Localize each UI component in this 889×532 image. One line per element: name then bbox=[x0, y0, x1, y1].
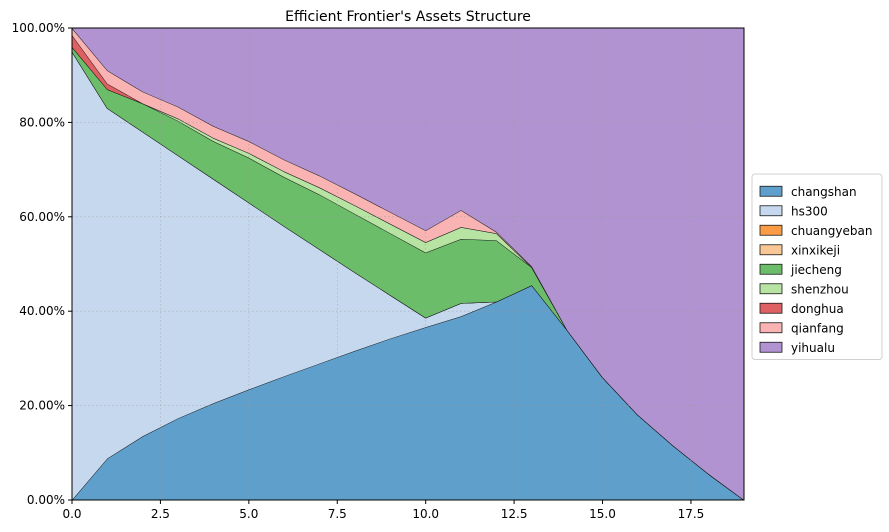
legend-swatch-xinxikeji bbox=[759, 244, 783, 256]
legend-swatch-chuangyeban bbox=[759, 224, 783, 236]
legend: changshan hs300 chuangyeban xinxikeji jieche… bbox=[751, 173, 883, 360]
legend-label-changshan: changshan bbox=[791, 185, 857, 199]
area-series-hs300 bbox=[72, 51, 744, 500]
legend-label-donghua: donghua bbox=[791, 302, 844, 316]
legend-label-hs300: hs300 bbox=[791, 204, 828, 218]
legend-swatch-changshan bbox=[759, 185, 783, 197]
legend-label-jiecheng: jiecheng bbox=[790, 263, 842, 277]
area-series-yihualu bbox=[72, 28, 744, 500]
legend-swatch-shenzhou bbox=[759, 283, 783, 295]
legend-swatch-qianfang bbox=[759, 322, 783, 334]
y-tick-label: 100.00% bbox=[12, 21, 65, 35]
x-tick-label: 0.0 bbox=[62, 507, 81, 521]
plot-frame bbox=[71, 27, 745, 501]
legend-swatch-jiecheng bbox=[759, 263, 783, 275]
legend-label-xinxikeji: xinxikeji bbox=[791, 243, 840, 257]
y-tick-label: 20.00% bbox=[19, 399, 65, 413]
chart-title: Efficient Frontier's Assets Structure bbox=[285, 9, 531, 25]
y-tick-label: 60.00% bbox=[19, 210, 65, 224]
x-tick-label: 2.5 bbox=[151, 507, 170, 521]
y-tick-label: 0.00% bbox=[27, 493, 65, 507]
legend-label-qianfang: qianfang bbox=[791, 321, 844, 335]
axes: 0.0 2.5 5.0 7.5 10.0 12.5 15.0 17.5 0.00% 20.00% 4… bbox=[12, 21, 745, 521]
legend-swatch-hs300 bbox=[759, 205, 783, 217]
legend-label-shenzhou: shenzhou bbox=[791, 282, 849, 296]
x-tick-label: 10.0 bbox=[412, 507, 439, 521]
legend-label-yihualu: yihualu bbox=[791, 341, 835, 355]
y-tick-label: 80.00% bbox=[19, 115, 65, 129]
stacked-areas bbox=[71, 27, 745, 501]
area-series-changshan bbox=[72, 285, 744, 500]
legend-swatch-donghua bbox=[759, 302, 783, 314]
legend-swatch-yihualu bbox=[759, 341, 783, 353]
area-series-qianfang bbox=[72, 28, 744, 500]
x-tick-label: 12.5 bbox=[501, 507, 528, 521]
legend-box bbox=[751, 173, 883, 360]
legend-label-chuangyeban: chuangyeban bbox=[791, 224, 872, 238]
x-tick-label: 5.0 bbox=[239, 507, 258, 521]
area-series-jiecheng bbox=[72, 46, 744, 500]
x-tick-label: 15.0 bbox=[589, 507, 616, 521]
x-tick-label: 7.5 bbox=[328, 507, 347, 521]
x-tick-label: 17.5 bbox=[678, 507, 705, 521]
y-tick-label: 40.00% bbox=[19, 304, 65, 318]
